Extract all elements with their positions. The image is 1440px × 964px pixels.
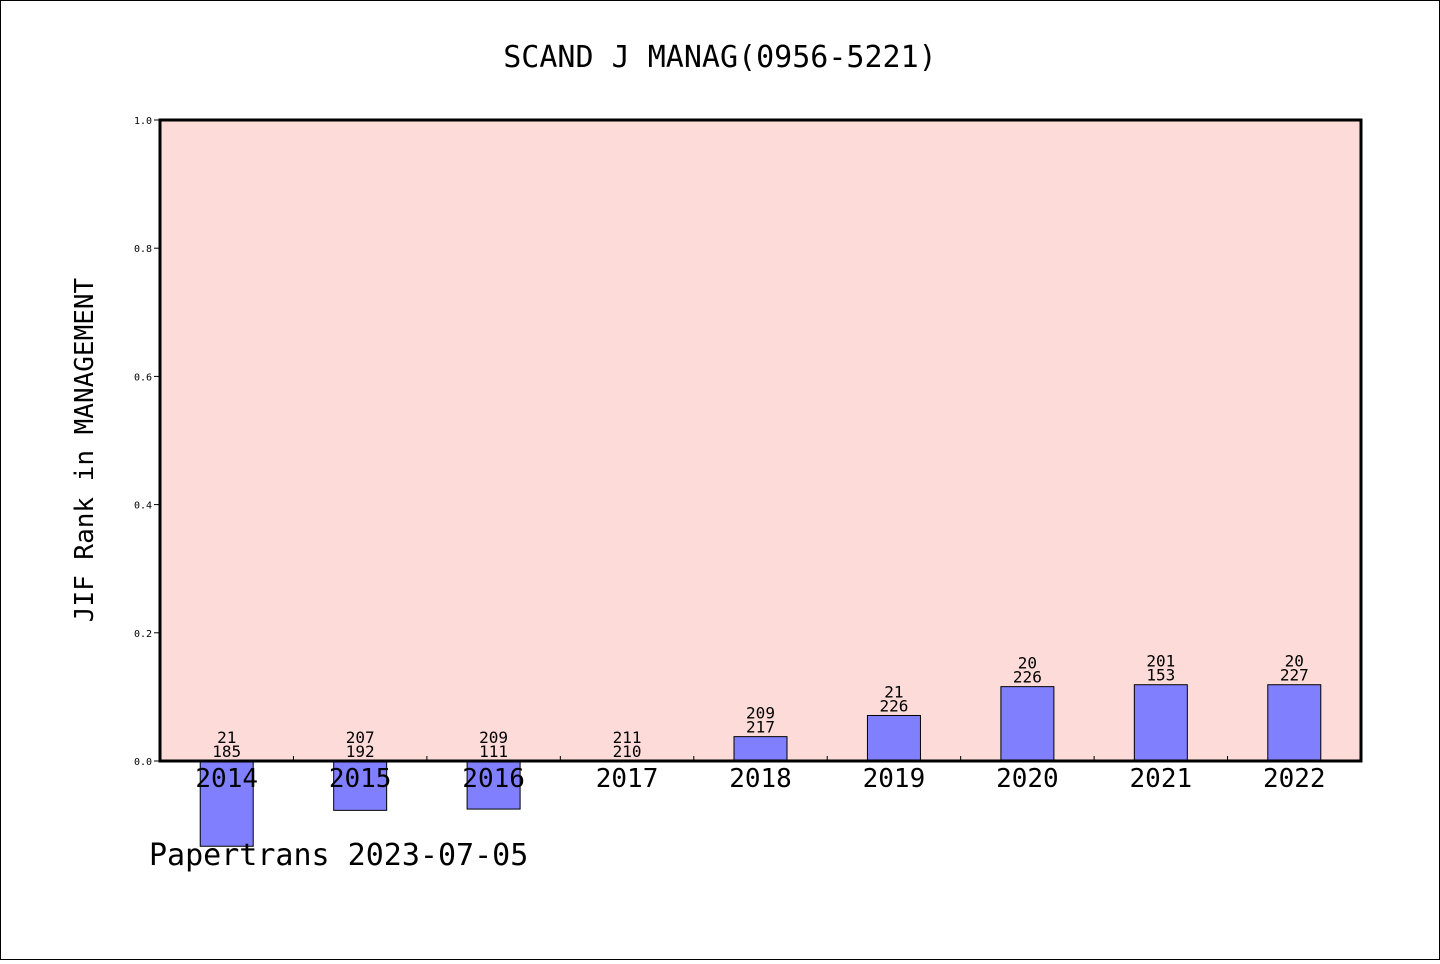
data-label-bottom: 226 bbox=[1013, 668, 1042, 687]
x-tick-label: 2017 bbox=[596, 764, 659, 794]
data-label-top: 20 bbox=[1285, 652, 1304, 671]
plot-background bbox=[160, 120, 1361, 761]
y-tick-label: 0.4 bbox=[134, 501, 152, 512]
data-label-top: 209 bbox=[479, 728, 508, 747]
bar bbox=[1133, 684, 1188, 762]
y-tick-label: 0.8 bbox=[134, 244, 152, 255]
y-axis-label: JIF Rank in MANAGEMENT bbox=[70, 277, 100, 622]
y-tick-label: 0.2 bbox=[134, 629, 152, 640]
plot-border bbox=[158, 118, 1363, 763]
x-tick-label: 2015 bbox=[329, 764, 392, 794]
y-tick-label: 1.0 bbox=[134, 116, 152, 127]
bar bbox=[1000, 686, 1055, 762]
data-label-top: 207 bbox=[346, 728, 375, 747]
data-label-bottom: 226 bbox=[879, 696, 908, 715]
data-label-bottom: 192 bbox=[346, 742, 375, 761]
bars-group bbox=[199, 684, 1322, 847]
data-label-top: 211 bbox=[613, 728, 642, 747]
bar bbox=[199, 760, 254, 847]
bar bbox=[866, 714, 921, 762]
data-label-bottom: 185 bbox=[212, 742, 241, 761]
x-tick-label: 2021 bbox=[1130, 764, 1193, 794]
data-label-bottom: 153 bbox=[1146, 666, 1175, 685]
bar bbox=[333, 760, 388, 811]
bar bbox=[733, 736, 788, 762]
x-tick-label: 2016 bbox=[462, 764, 525, 794]
x-tick-label: 2014 bbox=[195, 764, 258, 794]
x-axis: 2014 2015 2016 2017 2018 2019 2020 2021 2022 bbox=[195, 756, 1326, 794]
x-tick-label: 2018 bbox=[729, 764, 792, 794]
y-tick-label: 0.0 bbox=[134, 757, 152, 768]
data-label-top: 201 bbox=[1146, 652, 1175, 671]
data-label-bottom: 111 bbox=[479, 742, 508, 761]
y-axis: 0.0 0.2 0.4 0.6 0.8 1.0 bbox=[134, 116, 160, 768]
chart-title: SCAND J MANAG(0956-5221) bbox=[503, 40, 936, 75]
bar bbox=[1267, 684, 1322, 762]
data-label-bottom: 227 bbox=[1280, 666, 1309, 685]
data-label-top: 21 bbox=[884, 682, 903, 701]
x-tick-label: 2022 bbox=[1263, 764, 1326, 794]
data-label-top: 209 bbox=[746, 704, 775, 723]
y-tick-label: 0.6 bbox=[134, 372, 152, 383]
data-label-bottom: 210 bbox=[613, 742, 642, 761]
data-label-top: 21 bbox=[217, 728, 236, 747]
data-label-bottom: 217 bbox=[746, 718, 775, 737]
data-label-top: 20 bbox=[1018, 654, 1037, 673]
x-tick-label: 2020 bbox=[996, 764, 1059, 794]
x-tick-label: 2019 bbox=[863, 764, 926, 794]
footer-note: Papertrans 2023-07-05 bbox=[149, 838, 528, 873]
